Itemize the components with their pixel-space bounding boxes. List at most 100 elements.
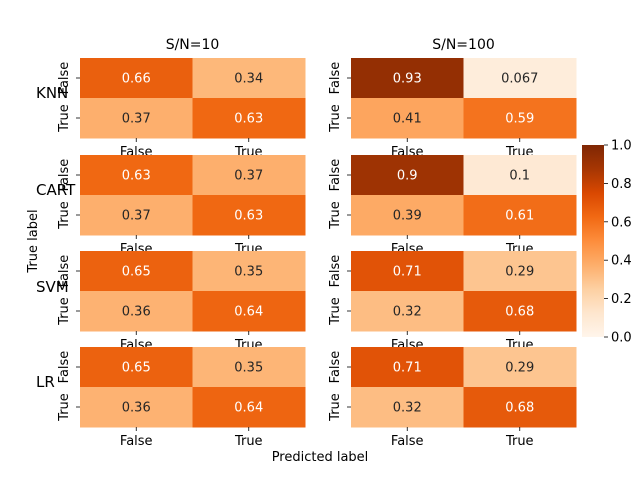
cell-value-label: 0.34 [234, 72, 263, 87]
cell-value-label: 0.66 [122, 72, 151, 87]
panel-lr-sn10: 0.65 0.35 0.36 0.64 False True False True [57, 347, 306, 449]
heatmap-cell [463, 155, 577, 196]
cell-value-label: 0.32 [393, 305, 422, 320]
y-tick-label: True [57, 201, 72, 230]
cell-value-label: 0.68 [505, 401, 534, 416]
heatmap-cell [192, 251, 306, 292]
row-label-knn: KNN [36, 84, 68, 102]
row-label-cart: CART [36, 181, 76, 199]
x-tick-label: False [391, 434, 424, 449]
heatmap-cell [351, 347, 464, 388]
panel-lr-sn100: 0.71 0.29 0.32 0.68 False True False True [328, 347, 577, 449]
colorbar-tick-label: 0.2 [611, 292, 632, 307]
colorbar-tick-label: 1.0 [611, 139, 632, 154]
x-axis-label: Predicted label [272, 450, 369, 465]
heatmap-cell [351, 251, 464, 292]
heatmap-cell [80, 195, 193, 236]
cell-value-label: 0.29 [505, 265, 534, 280]
cell-value-label: 0.65 [122, 361, 151, 376]
heatmap-cell [351, 58, 464, 99]
cell-value-label: 0.37 [122, 209, 151, 224]
y-tick-label: False [328, 62, 343, 95]
heatmap-cell [351, 98, 464, 139]
cell-value-label: 0.37 [234, 169, 263, 184]
heatmap-cell [80, 58, 193, 99]
row-label-svm: SVM [36, 278, 69, 296]
y-tick-label: False [57, 351, 72, 384]
cell-value-label: 0.37 [122, 112, 151, 127]
heatmap-cell [80, 98, 193, 139]
heatmap-panels: 0.66 0.34 0.37 0.63 False True False True 0.93 0.… [57, 58, 577, 449]
colorbar-tick-label: 0.0 [611, 331, 632, 346]
y-tick-label: True [57, 297, 72, 326]
heatmap-cell [192, 155, 306, 196]
heatmap-cell [463, 98, 577, 139]
y-tick-label: True [328, 104, 343, 133]
cell-value-label: 0.65 [122, 265, 151, 280]
heatmap-cell [80, 387, 193, 428]
heatmap-cell [463, 251, 577, 292]
colorbar: 0.0 0.2 0.4 0.6 0.8 1.0 [582, 139, 632, 346]
y-tick-label: False [328, 351, 343, 384]
heatmap-cell [463, 291, 577, 332]
y-tick-label: True [328, 297, 343, 326]
y-tick-label: True [57, 393, 72, 422]
cell-value-label: 0.067 [501, 72, 538, 87]
x-tick-label: True [234, 434, 263, 449]
heatmap-cell [463, 195, 577, 236]
cell-value-label: 0.41 [393, 112, 422, 127]
heatmap-cell [351, 291, 464, 332]
heatmap-cell [80, 291, 193, 332]
cell-value-label: 0.63 [234, 112, 263, 127]
row-label-lr: LR [36, 373, 55, 391]
cell-value-label: 0.9 [397, 169, 418, 184]
colorbar-gradient [582, 145, 604, 337]
heatmap-cell [351, 195, 464, 236]
heatmap-cell [463, 387, 577, 428]
cell-value-label: 0.71 [393, 361, 422, 376]
y-tick-label: True [57, 104, 72, 133]
x-tick-label: True [505, 434, 534, 449]
heatmap-cell [80, 347, 193, 388]
heatmap-cell [80, 251, 193, 292]
y-tick-label: False [57, 159, 72, 192]
colorbar-tick-label: 0.6 [611, 215, 632, 230]
x-tick-label: False [120, 434, 153, 449]
cell-value-label: 0.64 [234, 305, 263, 320]
y-tick-label: False [57, 62, 72, 95]
cell-value-label: 0.39 [393, 209, 422, 224]
column-title-sn100: S/N=100 [432, 37, 495, 53]
y-axis-label: True label [26, 209, 41, 273]
heatmap-cell [192, 195, 306, 236]
heatmap-cell [192, 347, 306, 388]
colorbar-tick-label: 0.8 [611, 177, 632, 192]
heatmap-cell [463, 347, 577, 388]
cell-value-label: 0.64 [234, 401, 263, 416]
cell-value-label: 0.32 [393, 401, 422, 416]
cell-value-label: 0.68 [505, 305, 534, 320]
cell-value-label: 0.29 [505, 361, 534, 376]
heatmap-cell [463, 58, 577, 99]
cell-value-label: 0.35 [234, 361, 263, 376]
y-tick-label: False [328, 255, 343, 288]
cell-value-label: 0.63 [122, 169, 151, 184]
cell-value-label: 0.36 [122, 305, 151, 320]
heatmap-cell [80, 155, 193, 196]
heatmap-cell [192, 98, 306, 139]
heatmap-cell [192, 291, 306, 332]
column-title-sn10: S/N=10 [166, 37, 220, 53]
cell-value-label: 0.61 [505, 209, 534, 224]
colorbar-tick-label: 0.4 [611, 254, 632, 269]
cell-value-label: 0.1 [509, 169, 530, 184]
cell-value-label: 0.35 [234, 265, 263, 280]
heatmap-cell [351, 155, 464, 196]
cell-value-label: 0.59 [505, 112, 534, 127]
y-tick-label: False [57, 255, 72, 288]
